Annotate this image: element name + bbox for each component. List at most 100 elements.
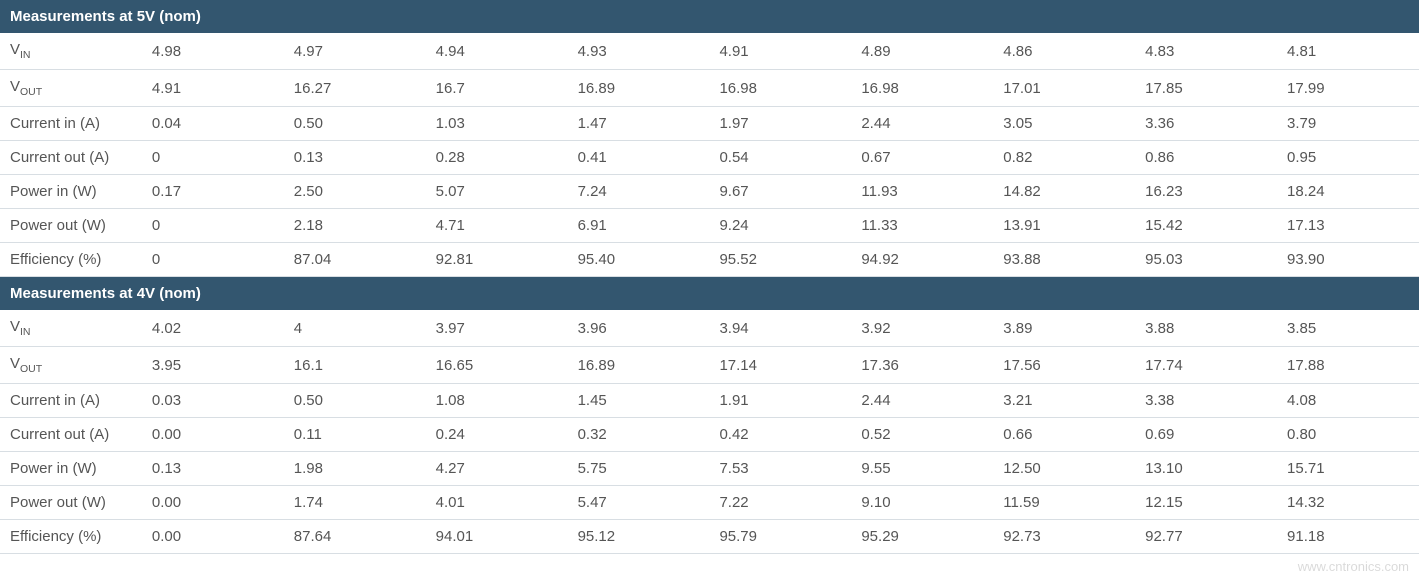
cell-value: 1.74 xyxy=(284,486,426,520)
cell-value: 87.04 xyxy=(284,243,426,277)
cell-value: 0.32 xyxy=(568,418,710,452)
row-label: Current in (A) xyxy=(0,384,142,418)
cell-value: 3.85 xyxy=(1277,310,1419,347)
table-row: VIN4.0243.973.963.943.923.893.883.85 xyxy=(0,310,1419,347)
table-row: Power out (W)0.001.744.015.477.229.1011.… xyxy=(0,486,1419,520)
cell-value: 17.36 xyxy=(851,347,993,384)
cell-value: 0.41 xyxy=(568,141,710,175)
cell-value: 6.91 xyxy=(568,209,710,243)
cell-value: 9.10 xyxy=(851,486,993,520)
cell-value: 4.83 xyxy=(1135,33,1277,70)
row-label: VOUT xyxy=(0,70,142,107)
cell-value: 17.56 xyxy=(993,347,1135,384)
cell-value: 9.24 xyxy=(709,209,851,243)
cell-value: 4.71 xyxy=(426,209,568,243)
measurements-table: Measurements at 5V (nom)VIN4.984.974.944… xyxy=(0,0,1419,554)
cell-value: 0.00 xyxy=(142,418,284,452)
watermark-text: www.cntronics.com xyxy=(1298,559,1409,574)
cell-value: 0.24 xyxy=(426,418,568,452)
cell-value: 95.29 xyxy=(851,520,993,554)
cell-value: 13.10 xyxy=(1135,452,1277,486)
cell-value: 3.95 xyxy=(142,347,284,384)
cell-value: 7.22 xyxy=(709,486,851,520)
cell-value: 87.64 xyxy=(284,520,426,554)
cell-value: 17.01 xyxy=(993,70,1135,107)
cell-value: 0.11 xyxy=(284,418,426,452)
cell-value: 95.52 xyxy=(709,243,851,277)
cell-value: 0.50 xyxy=(284,107,426,141)
cell-value: 3.05 xyxy=(993,107,1135,141)
cell-value: 95.79 xyxy=(709,520,851,554)
cell-value: 1.47 xyxy=(568,107,710,141)
cell-value: 1.91 xyxy=(709,384,851,418)
cell-value: 16.98 xyxy=(851,70,993,107)
cell-value: 4.98 xyxy=(142,33,284,70)
cell-value: 16.23 xyxy=(1135,175,1277,209)
cell-value: 12.50 xyxy=(993,452,1135,486)
cell-value: 4.81 xyxy=(1277,33,1419,70)
cell-value: 2.44 xyxy=(851,107,993,141)
cell-value: 3.79 xyxy=(1277,107,1419,141)
cell-value: 4.08 xyxy=(1277,384,1419,418)
cell-value: 0.86 xyxy=(1135,141,1277,175)
cell-value: 5.07 xyxy=(426,175,568,209)
cell-value: 4.91 xyxy=(142,70,284,107)
cell-value: 13.91 xyxy=(993,209,1135,243)
cell-value: 11.59 xyxy=(993,486,1135,520)
cell-value: 7.24 xyxy=(568,175,710,209)
table-row: VOUT4.9116.2716.716.8916.9816.9817.0117.… xyxy=(0,70,1419,107)
row-label: Power out (W) xyxy=(0,209,142,243)
cell-value: 0.69 xyxy=(1135,418,1277,452)
table-row: Efficiency (%)0.0087.6494.0195.1295.7995… xyxy=(0,520,1419,554)
cell-value: 14.32 xyxy=(1277,486,1419,520)
cell-value: 4.94 xyxy=(426,33,568,70)
cell-value: 17.74 xyxy=(1135,347,1277,384)
cell-value: 3.38 xyxy=(1135,384,1277,418)
cell-value: 93.90 xyxy=(1277,243,1419,277)
section-header: Measurements at 5V (nom) xyxy=(0,0,1419,33)
cell-value: 94.01 xyxy=(426,520,568,554)
cell-value: 4.93 xyxy=(568,33,710,70)
table-row: Efficiency (%)087.0492.8195.4095.5294.92… xyxy=(0,243,1419,277)
cell-value: 0.95 xyxy=(1277,141,1419,175)
cell-value: 0.66 xyxy=(993,418,1135,452)
cell-value: 9.55 xyxy=(851,452,993,486)
cell-value: 17.13 xyxy=(1277,209,1419,243)
cell-value: 1.45 xyxy=(568,384,710,418)
section-header: Measurements at 4V (nom) xyxy=(0,277,1419,311)
cell-value: 0.17 xyxy=(142,175,284,209)
table-row: Current out (A)0.000.110.240.320.420.520… xyxy=(0,418,1419,452)
cell-value: 11.33 xyxy=(851,209,993,243)
row-label: VOUT xyxy=(0,347,142,384)
cell-value: 4 xyxy=(284,310,426,347)
table-row: Current out (A)00.130.280.410.540.670.82… xyxy=(0,141,1419,175)
table-row: VOUT3.9516.116.6516.8917.1417.3617.5617.… xyxy=(0,347,1419,384)
row-label: Power in (W) xyxy=(0,452,142,486)
cell-value: 4.02 xyxy=(142,310,284,347)
row-label: VIN xyxy=(0,310,142,347)
section-title: Measurements at 4V (nom) xyxy=(0,277,1419,311)
cell-value: 4.27 xyxy=(426,452,568,486)
cell-value: 1.97 xyxy=(709,107,851,141)
cell-value: 18.24 xyxy=(1277,175,1419,209)
cell-value: 92.73 xyxy=(993,520,1135,554)
cell-value: 1.98 xyxy=(284,452,426,486)
row-label: VIN xyxy=(0,33,142,70)
cell-value: 94.92 xyxy=(851,243,993,277)
cell-value: 3.97 xyxy=(426,310,568,347)
row-label: Efficiency (%) xyxy=(0,520,142,554)
cell-value: 17.85 xyxy=(1135,70,1277,107)
cell-value: 0.13 xyxy=(142,452,284,486)
table-row: Power in (W)0.131.984.275.757.539.5512.5… xyxy=(0,452,1419,486)
cell-value: 0.00 xyxy=(142,520,284,554)
cell-value: 5.75 xyxy=(568,452,710,486)
cell-value: 3.88 xyxy=(1135,310,1277,347)
cell-value: 1.08 xyxy=(426,384,568,418)
cell-value: 7.53 xyxy=(709,452,851,486)
table-row: Power out (W)02.184.716.919.2411.3313.91… xyxy=(0,209,1419,243)
cell-value: 15.42 xyxy=(1135,209,1277,243)
cell-value: 17.88 xyxy=(1277,347,1419,384)
table-row: VIN4.984.974.944.934.914.894.864.834.81 xyxy=(0,33,1419,70)
cell-value: 4.89 xyxy=(851,33,993,70)
cell-value: 0.13 xyxy=(284,141,426,175)
